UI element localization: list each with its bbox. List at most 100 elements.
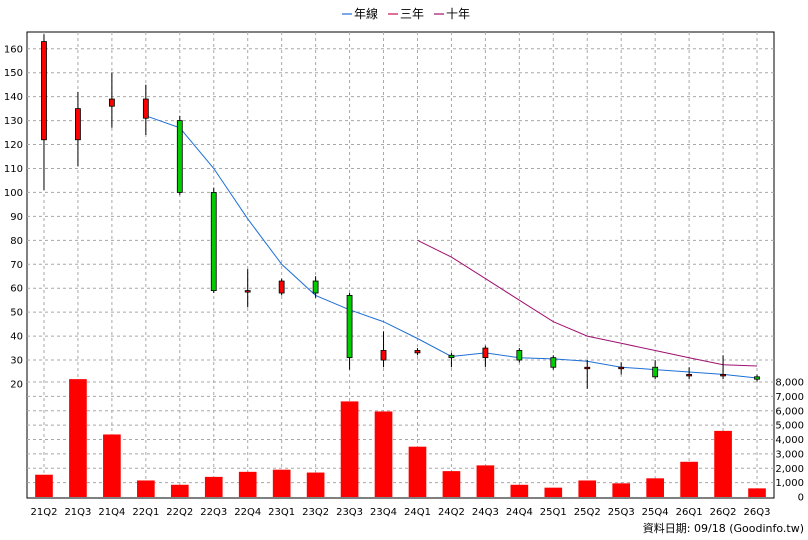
candle-body-24Q2 xyxy=(448,354,455,359)
price-tick-label: 150 xyxy=(4,68,23,79)
candle-body-21Q4 xyxy=(108,98,115,107)
legend-label-0: 年線 xyxy=(354,6,378,21)
candle-body-23Q1 xyxy=(278,280,285,294)
volume-axis: 0 1,000 2,000 3,000 4,000 5,000 6,000 7,000 8,00… xyxy=(775,378,804,504)
price-axis: 20 30 40 50 60 70 80 90 100 110 120 130 140 150 160 xyxy=(4,44,23,390)
volume-tick-label: 7,000 xyxy=(775,392,804,403)
quarter-label-22Q1: 22Q1 xyxy=(132,507,159,518)
candle-body-23Q2 xyxy=(312,280,319,294)
price-tick-label: 140 xyxy=(4,92,23,103)
volume-tick-label: 4,000 xyxy=(775,435,804,446)
volume-bar-22Q3 xyxy=(204,476,223,497)
candle-body-24Q1 xyxy=(414,350,421,354)
price-tick-label: 40 xyxy=(10,332,23,343)
candle-body-22Q2 xyxy=(176,120,183,193)
candle-body-24Q3 xyxy=(482,347,489,359)
volume-bar-25Q4 xyxy=(646,478,664,497)
quarter-label-26Q3: 26Q3 xyxy=(744,507,771,518)
price-tick-label: 160 xyxy=(4,44,23,55)
candle-body-23Q4 xyxy=(380,350,387,361)
candle-body-22Q4 xyxy=(244,290,251,293)
candle-body-23Q3 xyxy=(346,295,353,359)
volume-tick-label: 2,000 xyxy=(775,464,804,475)
price-tick-label: 110 xyxy=(4,164,23,175)
volume-bar-26Q2 xyxy=(714,430,732,497)
price-tick-label: 50 xyxy=(10,308,23,319)
quarter-label-23Q2: 23Q2 xyxy=(302,507,329,518)
volume-bar-23Q2 xyxy=(306,472,325,497)
quarter-label-21Q3: 21Q3 xyxy=(64,507,91,518)
volume-bar-25Q2 xyxy=(578,480,597,497)
volume-bar-22Q1 xyxy=(137,480,155,497)
price-tick-label: 130 xyxy=(4,116,23,127)
candle-body-26Q2 xyxy=(720,374,726,377)
price-tick-label: 120 xyxy=(4,140,23,151)
volume-bar-24Q3 xyxy=(476,465,495,497)
quarter-label-21Q2: 21Q2 xyxy=(30,507,57,518)
legend: 年線 三年 十年 xyxy=(342,6,470,21)
series-line-2 xyxy=(417,239,758,367)
price-tick-label: 100 xyxy=(4,188,23,199)
quarter-label-22Q3: 22Q3 xyxy=(200,507,227,518)
candle-body-25Q1 xyxy=(550,357,557,368)
candle-body-21Q2 xyxy=(41,41,47,141)
volume-bar-24Q2 xyxy=(442,471,461,497)
volume-tick-label: 8,000 xyxy=(775,378,804,389)
price-tick-label: 90 xyxy=(10,212,23,223)
volume-bar-21Q2 xyxy=(35,474,53,497)
quarter-label-26Q1: 26Q1 xyxy=(676,507,703,518)
quarter-label-25Q1: 25Q1 xyxy=(540,507,567,518)
volume-bar-23Q1 xyxy=(272,469,291,497)
price-tick-label: 70 xyxy=(10,260,23,271)
volume-bar-26Q1 xyxy=(680,461,698,497)
volume-bar-22Q4 xyxy=(238,471,257,497)
price-tick-label: 30 xyxy=(10,356,23,367)
volume-bar-23Q3 xyxy=(340,401,359,497)
footer-source: 資料日期: 09/18 (Goodinfo.tw) xyxy=(643,521,804,535)
candlesticks xyxy=(41,34,760,389)
volume-tick-label: 1,000 xyxy=(775,478,804,489)
candle-body-22Q1 xyxy=(142,98,149,119)
candle-body-22Q3 xyxy=(210,192,217,292)
candle-body-26Q3 xyxy=(754,376,760,380)
volume-bar-24Q1 xyxy=(408,446,427,497)
volume-tick-label: 3,000 xyxy=(775,449,804,460)
grid-lines xyxy=(27,32,774,497)
volume-tick-label: 5,000 xyxy=(775,421,804,432)
volume-bar-26Q3 xyxy=(748,488,766,497)
price-tick-label: 60 xyxy=(10,284,23,295)
legend-label-1: 三年 xyxy=(400,7,424,21)
volume-bar-25Q1 xyxy=(544,487,563,497)
volume-tick-label: 6,000 xyxy=(775,406,804,417)
candle-body-24Q4 xyxy=(516,350,523,361)
candle-body-25Q2 xyxy=(584,366,591,370)
volume-bar-22Q2 xyxy=(170,484,189,497)
quarter-label-21Q4: 21Q4 xyxy=(98,507,125,518)
volume-bar-23Q4 xyxy=(374,411,393,497)
quarter-label-25Q2: 25Q2 xyxy=(574,507,601,518)
candle-body-21Q3 xyxy=(75,108,81,141)
price-tick-label: 20 xyxy=(10,380,23,391)
volume-bar-25Q3 xyxy=(612,483,631,497)
quarter-label-26Q2: 26Q2 xyxy=(710,507,737,518)
quarter-label-23Q4: 23Q4 xyxy=(370,507,397,518)
legend-label-2: 十年 xyxy=(446,7,470,21)
quarter-label-23Q1: 23Q1 xyxy=(268,507,295,518)
volume-bars xyxy=(35,379,766,497)
quarter-label-24Q1: 24Q1 xyxy=(404,507,431,518)
volume-bar-21Q4 xyxy=(103,434,121,497)
quarter-axis: 21Q2 21Q3 21Q4 22Q1 22Q2 22Q3 22Q4 23Q1 23Q2 23Q3… xyxy=(30,507,770,518)
candle-body-26Q1 xyxy=(686,374,693,377)
quarter-label-23Q3: 23Q3 xyxy=(336,507,363,518)
volume-bar-24Q4 xyxy=(510,484,529,497)
quarter-label-25Q3: 25Q3 xyxy=(608,507,635,518)
volume-bar-21Q3 xyxy=(69,379,87,497)
chart-plot-background xyxy=(26,31,775,499)
quarter-label-24Q2: 24Q2 xyxy=(438,507,465,518)
quarter-label-22Q2: 22Q2 xyxy=(166,507,193,518)
quarter-label-22Q4: 22Q4 xyxy=(234,507,261,518)
volume-tick-label: 0 xyxy=(798,493,804,504)
quarter-label-24Q4: 24Q4 xyxy=(506,507,533,518)
